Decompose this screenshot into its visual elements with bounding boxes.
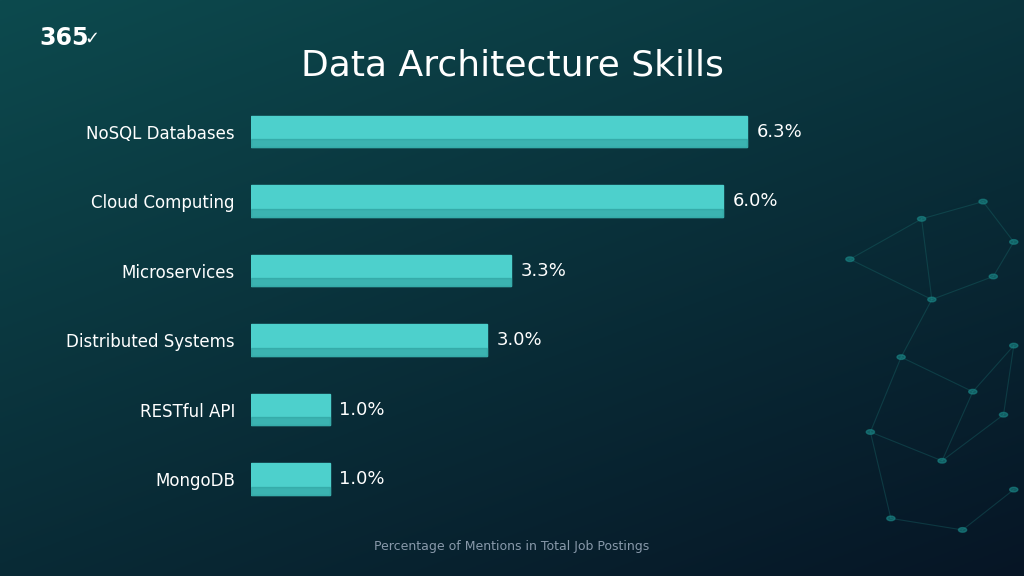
Bar <box>251 255 511 286</box>
Bar <box>251 139 748 147</box>
Text: 6.0%: 6.0% <box>733 192 778 210</box>
Text: Data Architecture Skills: Data Architecture Skills <box>301 49 723 83</box>
Bar <box>251 185 724 217</box>
Text: 365: 365 <box>39 26 88 50</box>
Text: 6.3%: 6.3% <box>757 123 803 141</box>
Text: 1.0%: 1.0% <box>339 470 385 488</box>
Bar <box>251 348 487 355</box>
Bar <box>251 324 487 355</box>
Text: Percentage of Mentions in Total Job Postings: Percentage of Mentions in Total Job Post… <box>375 540 649 553</box>
Bar <box>251 463 330 495</box>
Bar <box>251 394 330 425</box>
Bar <box>251 487 330 495</box>
Bar <box>251 116 748 147</box>
Text: 1.0%: 1.0% <box>339 400 385 419</box>
Text: 3.3%: 3.3% <box>520 262 566 279</box>
Text: 3.0%: 3.0% <box>497 331 543 349</box>
Bar <box>251 418 330 425</box>
Bar <box>251 209 724 217</box>
Text: ✓: ✓ <box>84 30 99 48</box>
Bar <box>251 278 511 286</box>
